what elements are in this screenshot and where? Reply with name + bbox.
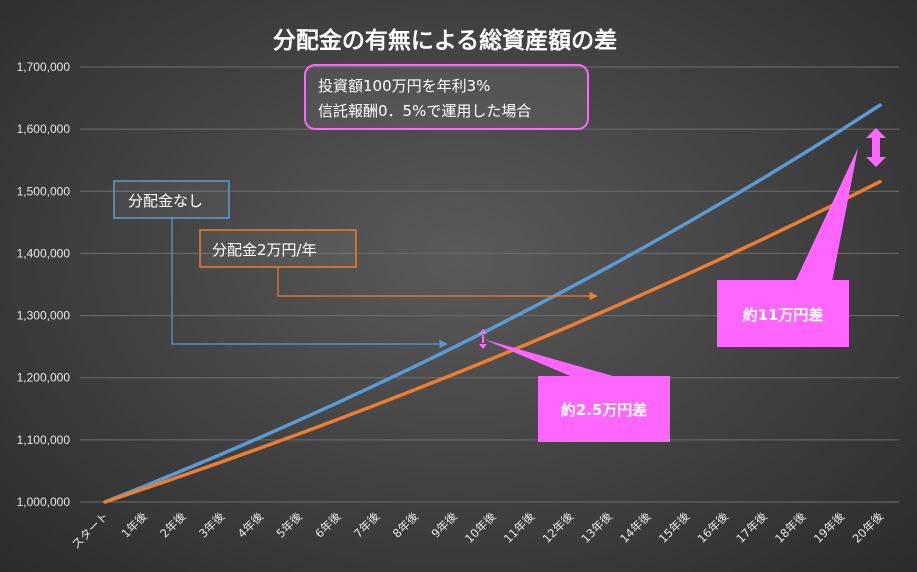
series-lines <box>103 103 882 504</box>
y-tick-label: 1,500,000 <box>17 184 71 198</box>
x-tick-label: 20年後 <box>850 509 887 546</box>
x-tick-label: 13年後 <box>578 509 615 546</box>
x-tick-label: 2年後 <box>157 509 189 541</box>
condition-line-2: 信託報酬0．5%で運用した場合 <box>318 102 531 120</box>
y-tick-label: 1,200,000 <box>17 371 71 385</box>
y-tick-label: 1,300,000 <box>17 309 71 323</box>
condition-line-1: 投資額100万円を年利3% <box>318 77 490 95</box>
x-tick-label: 12年後 <box>540 509 577 546</box>
x-tick-label: 19年後 <box>811 509 848 546</box>
label-no-dividend-text: 分配金なし <box>128 192 203 210</box>
label-with-dividend-text: 分配金2万円/年 <box>212 241 317 259</box>
x-tick-label: 4年後 <box>235 509 267 541</box>
y-tick-label: 1,400,000 <box>17 246 71 260</box>
x-tick-label: 1年後 <box>119 509 151 541</box>
label-with-dividend: 分配金2万円/年 <box>199 229 357 268</box>
x-axis-ticks: スタート 1年後 2年後 3年後 4年後 5年後 6年後 7年後 8年後 9年後 10年後 11年後 1… <box>69 509 887 552</box>
label-no-dividend: 分配金なし <box>113 180 230 219</box>
connector-blue-arrow <box>171 218 448 349</box>
callout-10y: 約2.5万円差 <box>479 329 670 442</box>
x-tick-label: 5年後 <box>274 509 306 541</box>
x-tick-label: 14年後 <box>617 509 654 546</box>
callout-20y: 約11万円差 <box>717 128 886 347</box>
y-tick-label: 1,600,000 <box>17 122 71 136</box>
x-tick-label: 15年後 <box>656 509 693 546</box>
series-line-no-dividend <box>103 103 882 504</box>
y-tick-label: 1,700,000 <box>17 60 71 74</box>
gridlines <box>80 66 899 503</box>
diff-20y-text: 約11万円差 <box>743 306 824 324</box>
x-tick-label: 9年後 <box>429 509 461 541</box>
x-tick-label: 6年後 <box>312 509 344 541</box>
x-tick-label: 7年後 <box>351 509 383 541</box>
x-tick-label: 8年後 <box>390 509 422 541</box>
x-tick-label: 17年後 <box>733 509 770 546</box>
x-tick-label: 3年後 <box>196 509 228 541</box>
y-axis-ticks: 1,000,000 1,100,000 1,200,000 1,300,000 1,40… <box>17 60 71 509</box>
x-tick-label: 18年後 <box>772 509 809 546</box>
series-line-with-dividend <box>103 179 882 504</box>
x-tick-label: 10年後 <box>462 509 499 546</box>
x-tick-label: 11年後 <box>501 509 538 546</box>
y-tick-label: 1,000,000 <box>17 495 71 509</box>
x-tick-label: 16年後 <box>695 509 732 546</box>
condition-box: 投資額100万円を年利3% 信託報酬0．5%で運用した場合 <box>304 64 589 130</box>
chart-title: 分配金の有無による総資産額の差 <box>273 27 617 54</box>
x-tick-label: スタート <box>69 509 111 551</box>
connector-orange-arrow <box>277 267 598 301</box>
diff-10y-text: 約2.5万円差 <box>561 401 648 419</box>
y-tick-label: 1,100,000 <box>17 433 71 447</box>
